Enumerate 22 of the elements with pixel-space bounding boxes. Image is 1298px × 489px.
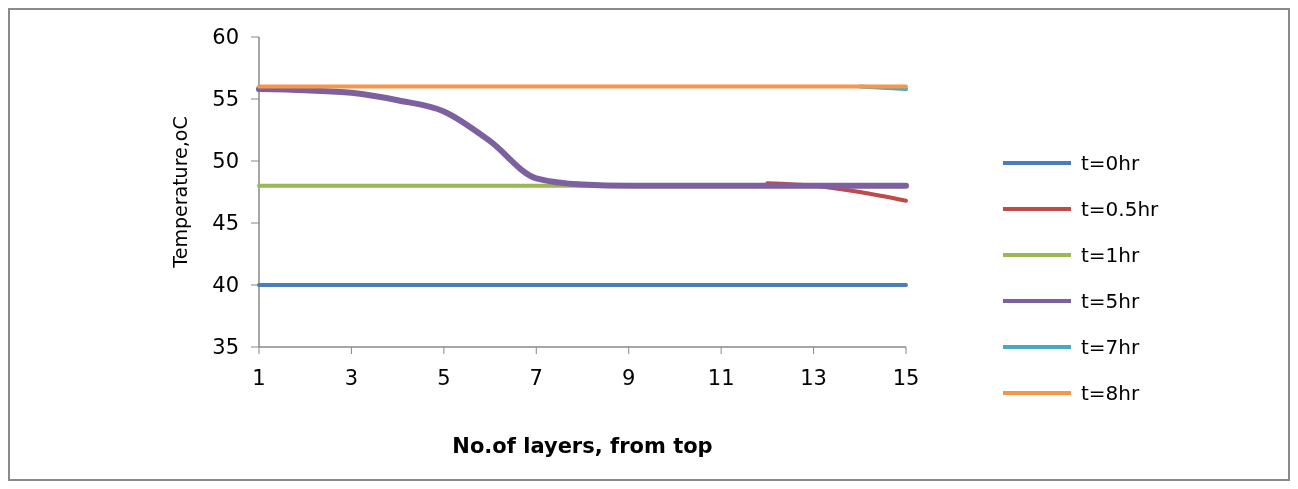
y-tick-label: 55	[212, 87, 239, 112]
x-tick-label: 5	[437, 366, 451, 390]
x-tick-label: 7	[529, 366, 543, 390]
legend-label: t=8hr	[1081, 381, 1140, 405]
x-tick-label: 13	[800, 366, 827, 390]
y-tick-label: 45	[212, 211, 239, 236]
y-tick-label: 50	[212, 149, 239, 174]
y-axis-title: Temperature,oC	[169, 116, 191, 269]
x-tick-label: 11	[707, 366, 735, 390]
legend-label: t=1hr	[1081, 243, 1140, 267]
legend-label: t=0hr	[1081, 151, 1140, 175]
x-axis-title: No.of layers, from top	[452, 434, 713, 458]
x-tick-label: 15	[892, 366, 920, 390]
y-tick-label: 40	[212, 273, 239, 298]
y-tick-label: 60	[212, 25, 239, 50]
legend-label: t=5hr	[1081, 289, 1140, 313]
legend-label: t=0.5hr	[1081, 197, 1160, 221]
x-tick-label: 1	[252, 366, 266, 390]
legend-label: t=7hr	[1081, 335, 1140, 359]
y-tick-label: 35	[212, 335, 239, 360]
x-tick-label: 9	[622, 366, 636, 390]
x-tick-label: 3	[344, 366, 359, 390]
